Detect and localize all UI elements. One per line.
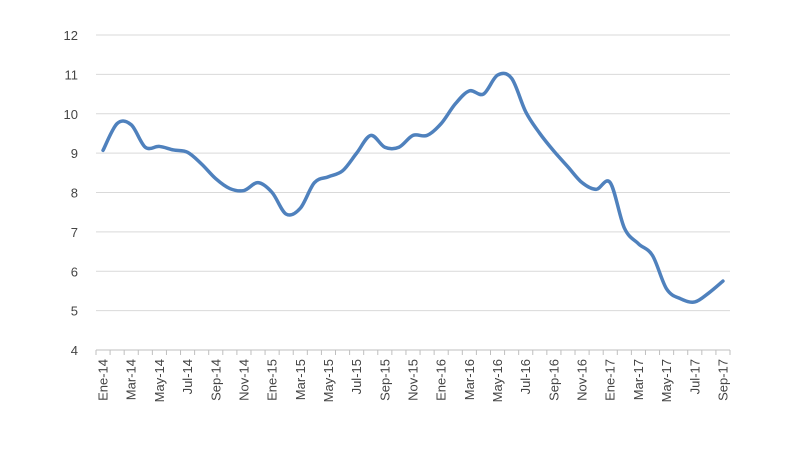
x-tick-label: Ene-17 bbox=[603, 359, 618, 401]
x-tick-label: Mar-14 bbox=[124, 359, 139, 400]
x-tick-label: Mar-17 bbox=[631, 359, 646, 400]
y-tick-label: 12 bbox=[64, 28, 78, 43]
x-tick-label: Sep-15 bbox=[377, 359, 392, 401]
y-tick-labels: 4 5 6 7 8 9 10 11 12 bbox=[64, 28, 78, 358]
x-tick-label: May-16 bbox=[490, 359, 505, 402]
y-tick-label: 9 bbox=[71, 146, 78, 161]
x-tick-labels: Ene-14 Mar-14 May-14 Jul-14 Sep-14 Nov-14 Ene-… bbox=[96, 359, 731, 402]
y-tick-label: 5 bbox=[71, 304, 78, 319]
x-tick-label: Sep-16 bbox=[546, 359, 561, 401]
x-tick-label: Nov-15 bbox=[406, 359, 421, 401]
x-tick-label: Ene-16 bbox=[434, 359, 449, 401]
x-tick-label: Sep-14 bbox=[208, 359, 223, 401]
x-tick-label: Nov-14 bbox=[236, 359, 251, 401]
x-tick-label: Ene-14 bbox=[96, 359, 111, 401]
y-tick-label: 10 bbox=[64, 107, 78, 122]
x-tick-label: Ene-15 bbox=[265, 359, 280, 401]
y-tick-label: 6 bbox=[71, 264, 78, 279]
series-line bbox=[101, 71, 725, 304]
x-tick-label: Jul-17 bbox=[687, 359, 702, 394]
y-tick-label: 11 bbox=[65, 67, 79, 82]
x-tick-label: Nov-16 bbox=[575, 359, 590, 401]
x-tick-label: Sep-17 bbox=[715, 359, 730, 401]
gridlines bbox=[96, 34, 730, 312]
x-tick-label: May-14 bbox=[152, 359, 167, 402]
x-tick-label: Jul-14 bbox=[180, 359, 195, 394]
x-tick-label: May-17 bbox=[659, 359, 674, 402]
y-tick-label: 4 bbox=[71, 343, 78, 358]
y-tick-label: 7 bbox=[71, 225, 78, 240]
x-tick-label: Mar-16 bbox=[462, 359, 477, 400]
x-axis bbox=[95, 349, 731, 355]
y-tick-label: 8 bbox=[71, 186, 78, 201]
x-tick-label: Jul-15 bbox=[349, 359, 364, 394]
x-tick-label: Mar-15 bbox=[293, 359, 308, 400]
x-tick-label: Jul-16 bbox=[518, 359, 533, 394]
x-tick-label: May-15 bbox=[321, 359, 336, 402]
